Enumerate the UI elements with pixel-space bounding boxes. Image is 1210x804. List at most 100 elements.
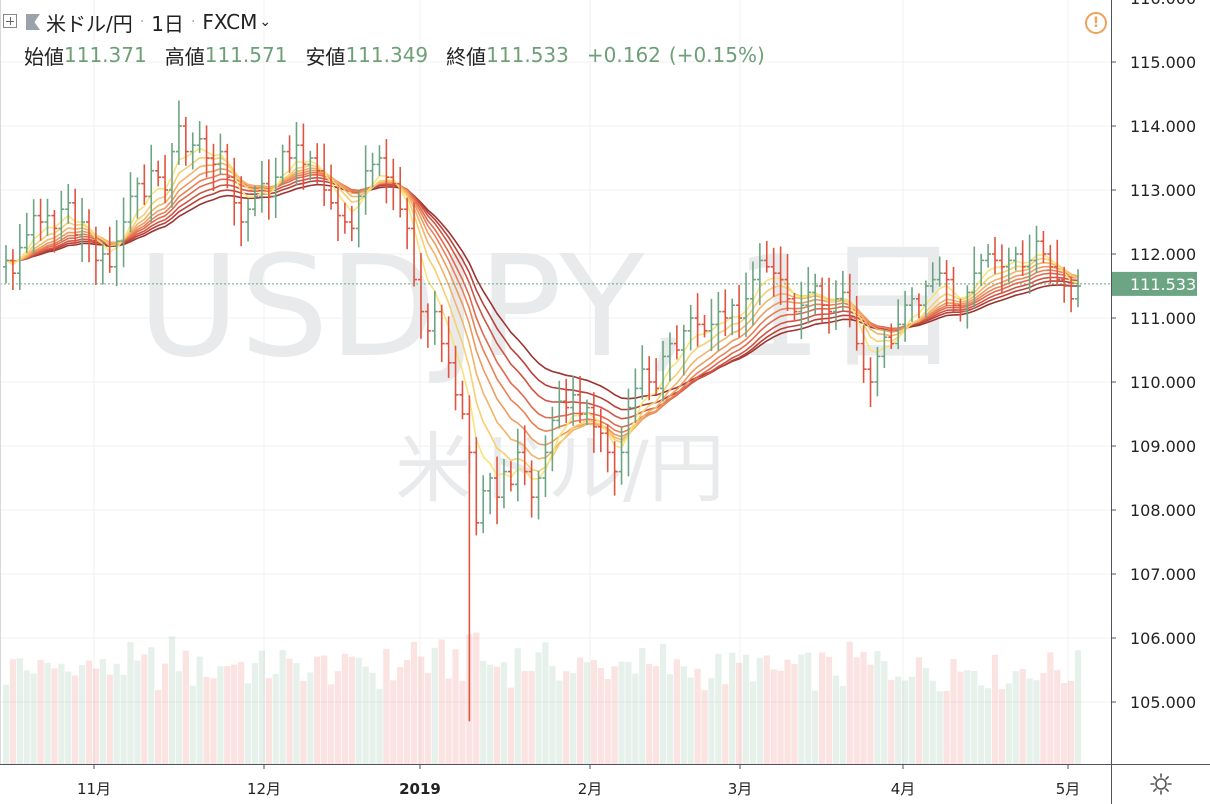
ohlc-bar xyxy=(334,186,341,242)
volume-bar xyxy=(30,673,37,764)
ohlc-bar xyxy=(238,176,245,247)
volume-bar xyxy=(742,654,750,764)
alert-icon[interactable]: ! xyxy=(1085,12,1107,34)
volume-bar xyxy=(722,684,729,764)
volume-bar xyxy=(570,673,577,764)
ohlc-bar xyxy=(867,357,874,408)
volume-bar xyxy=(300,680,307,764)
volume-bar xyxy=(148,647,155,764)
volume-bar xyxy=(936,691,943,764)
volume-bar xyxy=(978,685,985,764)
volume-bar xyxy=(1019,669,1026,764)
ohlc-bar xyxy=(182,116,189,166)
ohlc-bar xyxy=(487,472,494,515)
ohlc-bar xyxy=(805,267,812,324)
ohlc-bar xyxy=(1061,266,1068,303)
high-label: 高値 xyxy=(164,44,205,69)
ohlc-bar xyxy=(708,298,715,352)
volume-bar xyxy=(853,657,860,764)
volume-bar xyxy=(673,659,680,764)
ohlc-bar xyxy=(452,345,459,411)
ohlc-bar xyxy=(1068,276,1075,313)
volume-bar xyxy=(341,653,349,764)
ohlc-bar xyxy=(819,277,826,324)
ohlc-bar xyxy=(985,244,992,268)
volume-bar xyxy=(943,690,950,764)
ohlc-bar xyxy=(528,460,535,518)
gear-icon[interactable] xyxy=(1149,772,1173,796)
ohlc-bar xyxy=(321,143,328,207)
volume-bar xyxy=(390,680,397,764)
symbol-row: 米ドル/円 · 1日 · FXCM ⌄ xyxy=(24,9,272,36)
ohlc-bar xyxy=(556,380,563,429)
ohlc-bar xyxy=(604,424,611,473)
ohlc-bar xyxy=(210,143,217,192)
volume-bar xyxy=(431,647,438,764)
volume-bar xyxy=(293,663,300,764)
ohlc-bar xyxy=(300,123,307,190)
open-label: 始値 xyxy=(24,44,64,69)
ohlc-bar xyxy=(660,341,667,402)
volume-bar xyxy=(729,652,736,764)
volume-bar xyxy=(155,689,162,764)
volume-bar xyxy=(244,683,252,764)
ohlc-bar xyxy=(272,157,279,219)
ohlc-bar xyxy=(390,158,397,211)
volume-bar xyxy=(625,661,632,764)
ohlc-bar xyxy=(1019,240,1026,276)
ohlc-bar xyxy=(1040,231,1047,264)
volume-bar xyxy=(321,655,328,764)
volume-bar xyxy=(805,652,812,764)
ohlc-bar xyxy=(168,143,175,208)
price-tick-label: 112.000 xyxy=(1130,245,1196,264)
volume-bar xyxy=(666,674,674,764)
ohlc-bar xyxy=(950,266,957,312)
ohlc-bar xyxy=(500,459,507,509)
ohlc-bar xyxy=(812,273,819,314)
volume-bar xyxy=(383,648,390,764)
volume-bar xyxy=(770,669,777,764)
ema-ribbon-line xyxy=(5,171,1079,434)
ohlc-bar xyxy=(148,144,155,222)
ohlc-bar xyxy=(16,224,23,291)
ohlc-bar xyxy=(134,177,141,219)
ohlc-bar xyxy=(258,160,265,213)
ohlc-bar xyxy=(1075,269,1081,308)
interval-label[interactable]: 1日 xyxy=(151,11,184,36)
volume-bar xyxy=(1040,673,1047,764)
volume-bar xyxy=(334,671,342,764)
high-value: 111.571 xyxy=(204,43,288,67)
ohlc-bar xyxy=(521,425,528,486)
volume-bar xyxy=(881,661,888,764)
time-tick-label: 2019 xyxy=(399,780,441,798)
price-tick-label: 105.000 xyxy=(1130,693,1196,712)
ohlc-bar xyxy=(784,253,791,312)
ohlc-bar xyxy=(85,209,92,263)
volume-bar xyxy=(611,666,618,764)
ohlc-bar xyxy=(632,368,639,423)
volume-bar xyxy=(231,664,238,764)
ohlc-bar xyxy=(590,392,597,453)
symbol-name[interactable]: 米ドル/円 xyxy=(46,11,133,36)
volume-bar xyxy=(65,671,72,764)
volume-bar xyxy=(307,672,314,764)
ohlc-bar xyxy=(701,314,708,338)
source-label[interactable]: FXCM xyxy=(202,10,258,34)
ohlc-bar xyxy=(92,226,99,285)
price-tick-label: 110.000 xyxy=(1130,373,1196,392)
ohlc-bar xyxy=(694,293,701,347)
volume-bar xyxy=(134,660,141,764)
chevron-down-icon[interactable]: ⌄ xyxy=(259,14,272,30)
expand-plus-icon[interactable] xyxy=(3,14,17,28)
ohlc-bar xyxy=(231,157,238,226)
ohlc-bar xyxy=(279,144,286,185)
ohlc-bar xyxy=(362,145,369,215)
separator: · xyxy=(190,14,196,30)
volume-bar xyxy=(646,663,653,764)
volume-bar xyxy=(777,670,784,764)
ohlc-bar xyxy=(445,316,452,378)
ohlc-bar xyxy=(625,388,632,477)
volume-bar xyxy=(659,643,667,764)
